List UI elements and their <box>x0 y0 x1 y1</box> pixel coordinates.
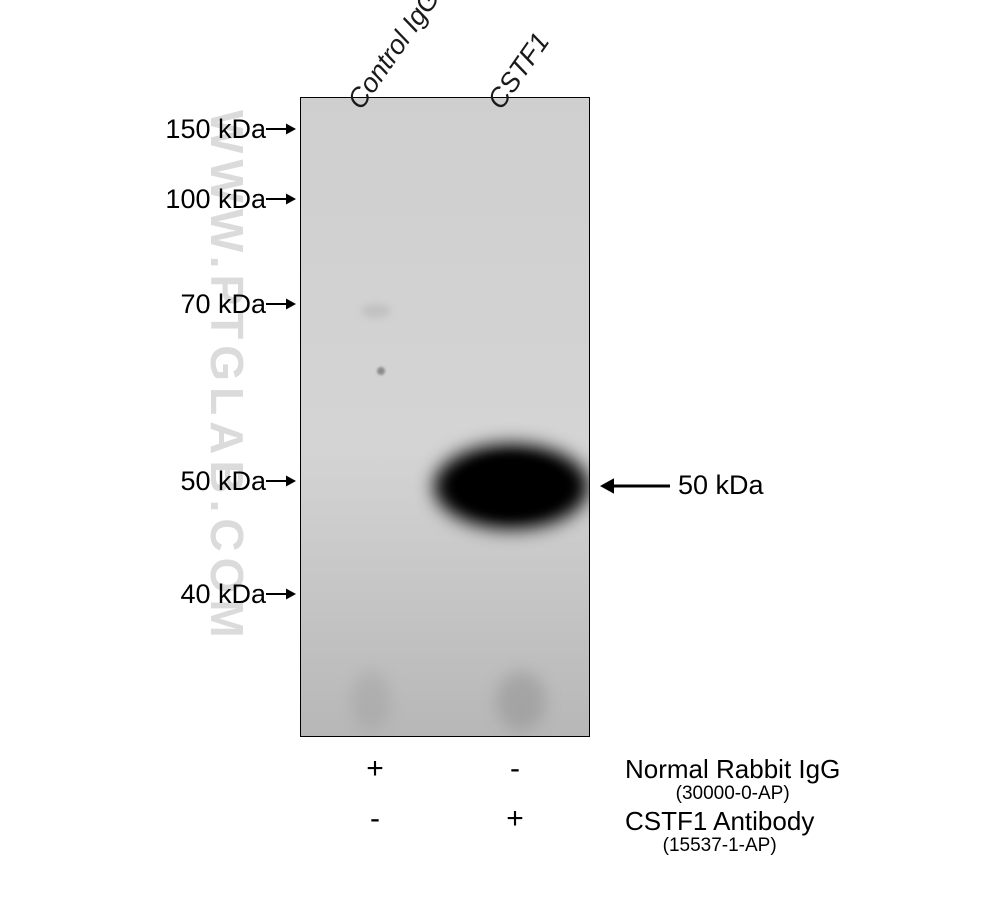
result-band-label: 50 kDa <box>600 470 764 501</box>
arrow-left-icon <box>600 472 670 500</box>
mw-marker: 100 kDa <box>0 184 296 216</box>
reagent-label: Normal Rabbit IgG(30000-0-AP) <box>625 756 840 805</box>
reagent-sub-text: (30000-0-AP) <box>625 783 840 805</box>
arrow-right-icon <box>266 115 296 146</box>
mw-marker-text: 50 kDa <box>180 466 266 496</box>
blot-background <box>301 98 589 736</box>
blot-smudge <box>377 367 385 375</box>
reagent-main-text: CSTF1 Antibody <box>625 808 814 835</box>
mw-marker: 50 kDa <box>0 466 296 498</box>
reagent-sub-text: (15537-1-AP) <box>625 835 814 857</box>
figure-container: WWW.PTGLAB.COM 50 kDa Control IgGCSTF115… <box>0 0 1000 903</box>
mw-marker-text: 100 kDa <box>165 184 266 214</box>
reagent-label: CSTF1 Antibody(15537-1-AP) <box>625 808 814 857</box>
blot-smudge <box>361 304 391 318</box>
mw-marker-text: 70 kDa <box>180 289 266 319</box>
mw-marker-text: 40 kDa <box>180 579 266 609</box>
mw-marker-text: 150 kDa <box>165 114 266 144</box>
result-band-text: 50 kDa <box>678 470 764 501</box>
plus-minus-cell: + <box>360 752 390 786</box>
blot-smudge <box>496 671 546 731</box>
western-blot <box>300 97 590 737</box>
arrow-right-icon <box>266 580 296 611</box>
result-band-core <box>457 456 566 516</box>
arrow-right-icon <box>266 467 296 498</box>
reagent-main-text: Normal Rabbit IgG <box>625 756 840 783</box>
blot-smudge <box>351 671 391 731</box>
plus-minus-cell: - <box>500 752 530 786</box>
arrow-right-icon <box>266 185 296 216</box>
mw-marker: 70 kDa <box>0 289 296 321</box>
plus-minus-cell: + <box>500 802 530 836</box>
plus-minus-cell: - <box>360 802 390 836</box>
mw-marker: 40 kDa <box>0 579 296 611</box>
mw-marker: 150 kDa <box>0 114 296 146</box>
arrow-right-icon <box>266 290 296 321</box>
